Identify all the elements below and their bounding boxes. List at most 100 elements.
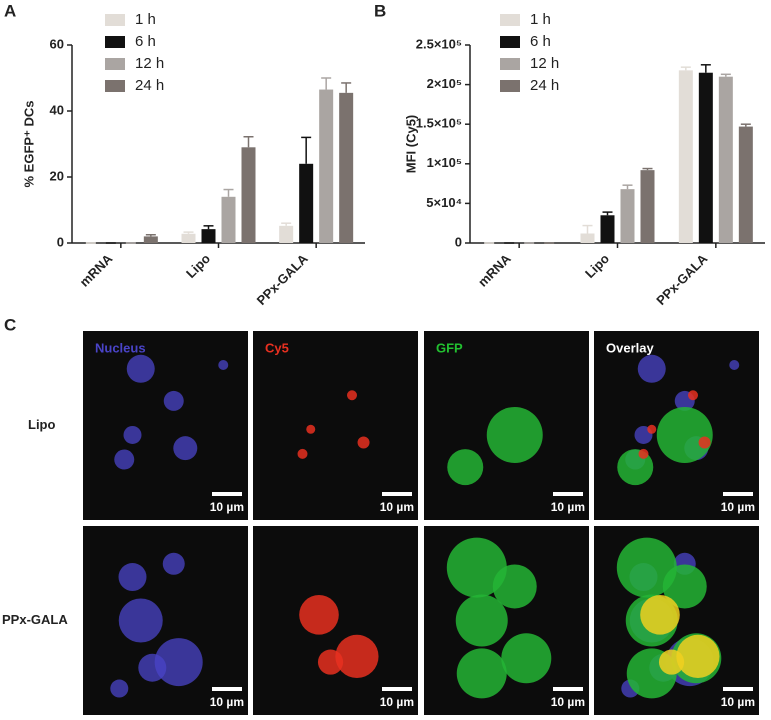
- cell: [638, 448, 649, 459]
- cell: [138, 653, 167, 682]
- cell: [126, 354, 155, 383]
- cell: [688, 390, 698, 401]
- channel-label: Nucleus: [95, 340, 146, 355]
- cell: [647, 424, 657, 434]
- cell: [640, 595, 680, 635]
- cell: [658, 649, 685, 675]
- micrograph: [253, 331, 418, 520]
- y-tick-label: 0: [57, 234, 64, 249]
- cell: [455, 594, 508, 647]
- legend-label: 6 h: [530, 33, 551, 50]
- panel-letter: B: [374, 1, 386, 20]
- cell: [456, 648, 507, 699]
- bar: [339, 92, 354, 243]
- cell: [114, 449, 135, 470]
- y-axis-label: MFI (Cy5): [403, 115, 418, 174]
- bar: [143, 236, 158, 243]
- cell: [306, 424, 316, 434]
- bar: [580, 233, 595, 243]
- bar: [600, 215, 615, 243]
- micrograph: [83, 331, 248, 520]
- legend-label: 6 h: [135, 33, 156, 50]
- bar: [299, 163, 314, 243]
- scale-bar-label: 10 µm: [380, 695, 414, 709]
- scale-bar-label: 10 µm: [551, 695, 585, 709]
- cell: [447, 449, 484, 486]
- scale-bar: [723, 492, 753, 496]
- cell: [656, 406, 713, 463]
- legend-swatch: [500, 80, 520, 92]
- channel-label: Cy5: [265, 340, 289, 355]
- cell: [163, 390, 184, 411]
- cell: [218, 360, 229, 371]
- bar: [181, 233, 196, 243]
- scale-bar-label: 10 µm: [210, 695, 244, 709]
- legend-label: 24 h: [135, 77, 164, 94]
- cell: [492, 564, 537, 609]
- y-tick-label: 2×10⁵: [427, 76, 462, 91]
- row-label: PPx-GALA: [2, 612, 68, 627]
- cell: [357, 436, 370, 449]
- scale-bar-label: 10 µm: [721, 695, 755, 709]
- scale-bar-label: 10 µm: [721, 500, 755, 514]
- y-tick-label: 2.5×10⁵: [416, 36, 462, 51]
- legend-label: 24 h: [530, 77, 559, 94]
- panel-letter: A: [4, 1, 16, 20]
- cell: [297, 448, 308, 459]
- bar: [718, 76, 733, 244]
- cell: [676, 634, 720, 679]
- micrograph: [83, 526, 248, 715]
- cell: [347, 390, 357, 401]
- channel-label: GFP: [436, 340, 463, 355]
- legend-label: 1 h: [135, 11, 156, 28]
- x-tick-label: mRNA: [475, 251, 514, 290]
- cell: [162, 552, 185, 575]
- x-tick-label: PPx-GALA: [653, 251, 711, 309]
- scale-bar: [723, 687, 753, 691]
- scale-bar: [382, 687, 412, 691]
- y-tick-label: 1.5×10⁵: [416, 116, 462, 131]
- x-tick-label: Lipo: [183, 251, 213, 281]
- cell: [446, 537, 507, 598]
- cell: [317, 649, 344, 675]
- y-tick-label: 5×10⁴: [426, 195, 462, 210]
- legend-swatch: [500, 36, 520, 48]
- legend-swatch: [500, 58, 520, 70]
- y-tick-label: 20: [50, 168, 64, 183]
- legend-label: 12 h: [530, 55, 559, 72]
- bar: [319, 89, 334, 243]
- cell: [637, 354, 666, 383]
- legend-label: 1 h: [530, 11, 551, 28]
- panel-letter: C: [4, 315, 16, 334]
- bar: [279, 225, 294, 243]
- legend-label: 12 h: [135, 55, 164, 72]
- cell: [123, 425, 142, 444]
- scale-bar: [553, 492, 583, 496]
- channel-label: Overlay: [606, 340, 654, 355]
- legend-swatch: [105, 80, 125, 92]
- y-tick-label: 60: [50, 36, 64, 51]
- bar: [678, 70, 693, 244]
- cell: [501, 633, 552, 684]
- bar: [221, 196, 236, 243]
- scale-bar-label: 10 µm: [210, 500, 244, 514]
- bar: [241, 147, 256, 243]
- legend-swatch: [105, 14, 125, 26]
- bar: [640, 170, 655, 243]
- bar: [698, 72, 713, 243]
- cell: [173, 436, 198, 461]
- cell: [729, 360, 740, 371]
- cell: [335, 634, 379, 679]
- cell: [662, 564, 707, 609]
- cell: [698, 436, 711, 449]
- y-axis-label: % EGFP⁺ DCs: [21, 100, 36, 187]
- row-label: Lipo: [28, 417, 55, 432]
- cell: [486, 406, 543, 463]
- legend-swatch: [500, 14, 520, 26]
- scale-bar: [212, 492, 242, 496]
- legend-swatch: [105, 58, 125, 70]
- scale-bar: [553, 687, 583, 691]
- scale-bar: [212, 687, 242, 691]
- bar: [738, 126, 753, 243]
